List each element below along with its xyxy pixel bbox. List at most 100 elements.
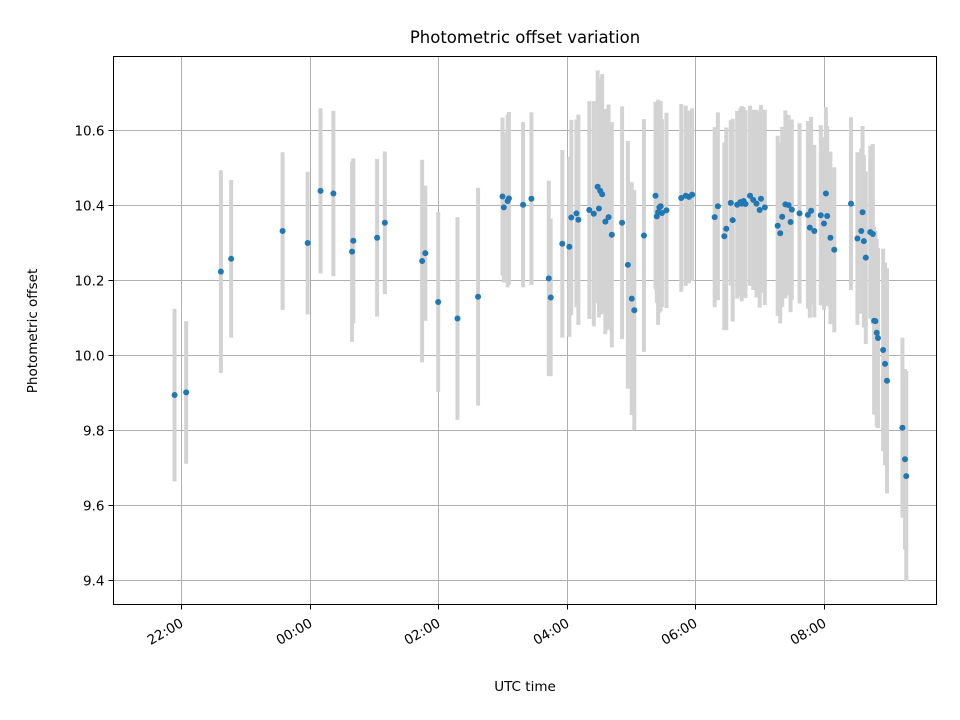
chart-title: Photometric offset variation <box>410 28 640 47</box>
data-point <box>817 212 824 219</box>
data-point <box>899 424 906 431</box>
data-point <box>711 214 718 221</box>
y-axis-label: Photometric offset <box>25 269 41 393</box>
data-point <box>756 207 763 214</box>
data-point <box>882 360 889 367</box>
data-point <box>658 210 665 217</box>
data-point <box>381 219 388 226</box>
data-point <box>279 228 286 235</box>
data-point <box>714 203 721 210</box>
data-point <box>901 456 908 463</box>
data-point <box>349 248 356 255</box>
data-point <box>595 205 602 212</box>
data-point <box>631 307 638 314</box>
data-point <box>862 254 869 261</box>
data-point <box>317 187 324 194</box>
data-point <box>605 214 612 221</box>
data-point <box>678 195 685 202</box>
data-point <box>652 192 659 199</box>
data-point <box>847 200 854 207</box>
data-point <box>757 195 764 202</box>
data-point <box>422 250 429 257</box>
data-point <box>499 193 506 200</box>
data-point <box>573 210 580 217</box>
data-point <box>599 191 606 198</box>
y-tick-label: 10.6 <box>74 124 104 140</box>
data-point <box>628 295 635 302</box>
plot-frame <box>113 56 937 605</box>
y-tick-label: 10.4 <box>74 199 104 215</box>
data-point <box>475 293 482 300</box>
data-point <box>824 213 831 220</box>
data-point <box>545 275 552 282</box>
data-point <box>566 243 573 250</box>
data-point <box>304 240 311 247</box>
data-point <box>854 235 861 242</box>
data-point <box>774 222 781 229</box>
y-tick-label: 10.2 <box>74 274 104 290</box>
data-point <box>729 217 736 224</box>
data-point <box>171 392 178 399</box>
data-point <box>808 207 815 214</box>
data-point <box>788 206 795 213</box>
data-point <box>528 195 535 202</box>
data-point <box>831 246 838 253</box>
data-point <box>883 377 890 384</box>
data-point <box>586 207 593 214</box>
data-point <box>761 204 768 211</box>
data-point <box>374 234 381 241</box>
data-point <box>753 200 760 207</box>
data-point <box>624 261 631 268</box>
x-axis-label: UTC time <box>494 679 556 695</box>
data-point <box>779 213 786 220</box>
y-tick-label: 9.4 <box>83 574 104 590</box>
data-point <box>663 207 670 214</box>
y-tick-label: 10.0 <box>74 349 104 365</box>
data-point <box>575 216 582 223</box>
data-point <box>568 214 575 221</box>
data-point <box>559 240 566 247</box>
data-point <box>820 220 827 227</box>
data-point <box>435 298 442 305</box>
data-point <box>822 190 829 197</box>
data-point <box>505 195 512 202</box>
data-point <box>796 210 803 217</box>
data-point <box>640 232 647 239</box>
data-point <box>858 228 865 235</box>
data-point <box>721 233 728 240</box>
data-point <box>742 201 749 208</box>
data-point <box>811 228 818 235</box>
data-point <box>500 204 507 211</box>
data-point <box>608 231 615 238</box>
data-point <box>657 203 664 210</box>
data-point <box>874 335 881 342</box>
data-point <box>330 190 337 197</box>
data-point <box>217 268 224 275</box>
data-point <box>869 231 876 238</box>
data-point <box>520 201 527 208</box>
data-point <box>619 219 626 226</box>
data-point <box>454 315 461 322</box>
data-point <box>727 199 734 206</box>
data-point <box>804 211 811 218</box>
data-point <box>860 238 867 245</box>
data-points <box>171 183 910 480</box>
data-point <box>350 237 357 244</box>
y-tick-label: 9.6 <box>83 499 104 515</box>
data-point <box>777 230 784 237</box>
data-point <box>787 219 794 226</box>
data-point <box>602 218 609 225</box>
data-point <box>228 255 235 262</box>
data-point <box>419 258 426 265</box>
data-point <box>873 329 880 336</box>
data-point <box>806 224 813 231</box>
data-point <box>590 210 597 217</box>
data-point <box>747 192 754 199</box>
data-point <box>547 294 554 301</box>
data-point <box>872 318 879 325</box>
data-point <box>903 473 910 480</box>
data-point <box>183 389 190 396</box>
data-point <box>859 209 866 216</box>
y-tick-label: 9.8 <box>83 424 104 440</box>
